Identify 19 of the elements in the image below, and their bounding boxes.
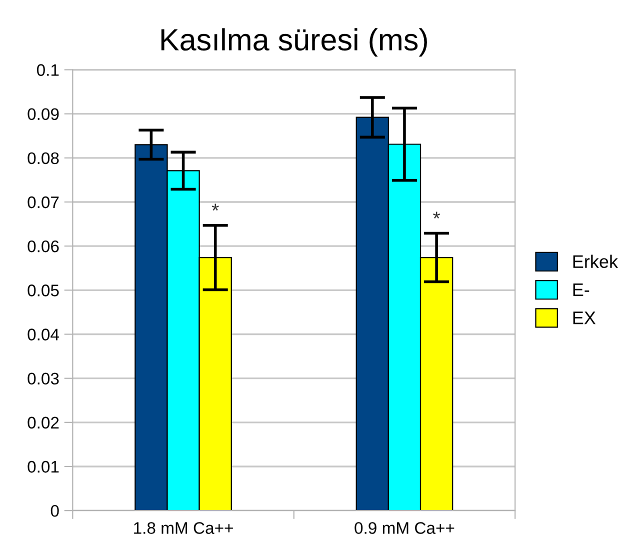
y-tick-label: 0.1 <box>36 64 59 76</box>
annotation: * <box>212 204 219 211</box>
y-tick-label: 0.01 <box>28 460 59 473</box>
annotation: * <box>433 212 440 219</box>
y-tick-label: 0.03 <box>28 372 59 385</box>
legend-label: E- <box>573 284 590 296</box>
chart-title: Kasılma süresi (ms) <box>161 28 427 57</box>
legend-label: EX <box>573 312 596 324</box>
y-tick-label: 0.07 <box>28 196 59 208</box>
y-tick-label: 0.02 <box>28 416 59 429</box>
legend-label: Erkek <box>573 254 618 268</box>
y-tick-label: 0 <box>50 504 59 517</box>
y-tick-label: 0.09 <box>28 108 59 120</box>
x-tick-label: 1.8 mM Ca++ <box>134 522 233 534</box>
x-tick-label: 0.9 mM Ca++ <box>354 522 454 534</box>
y-tick-label: 0.04 <box>28 328 59 340</box>
y-tick-label: 0.08 <box>28 152 59 164</box>
y-tick-label: 0.05 <box>28 284 59 296</box>
y-tick-label: 0.06 <box>28 240 59 252</box>
